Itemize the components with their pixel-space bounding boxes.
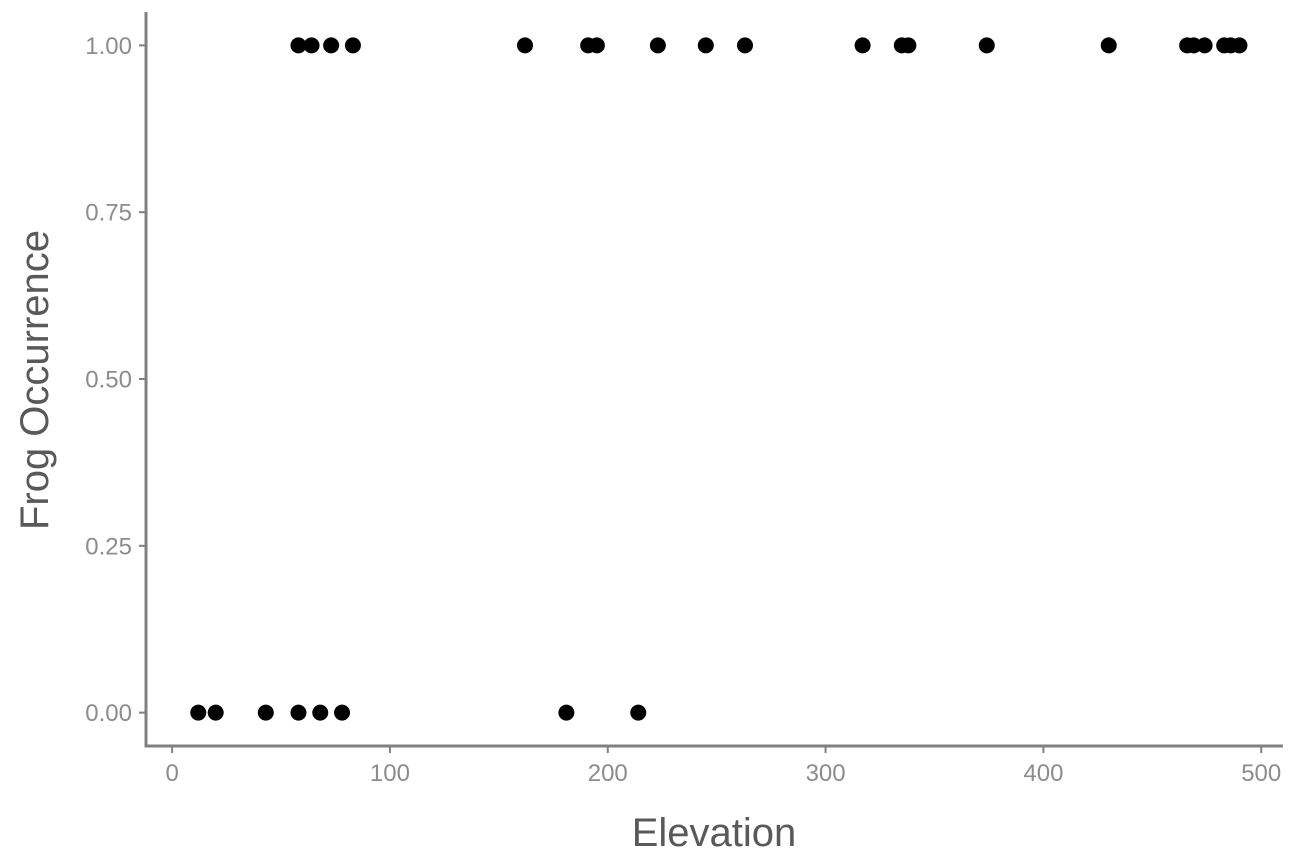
y-tick-label: 0.00 xyxy=(85,700,132,727)
data-point xyxy=(978,37,995,54)
data-point xyxy=(323,37,340,54)
y-tick-label: 1.00 xyxy=(85,33,132,60)
data-point xyxy=(290,704,307,721)
x-tick-label: 100 xyxy=(370,760,410,787)
data-point xyxy=(517,37,533,54)
data-point xyxy=(312,704,329,721)
x-tick-label: 400 xyxy=(1023,760,1063,787)
data-point xyxy=(303,37,320,54)
x-axis-ticks: 0 100 200 300 400 500 xyxy=(165,746,1281,787)
y-axis-title: Frog Occurrence xyxy=(13,230,57,530)
data-point xyxy=(736,37,753,54)
data-point xyxy=(207,704,224,721)
x-tick-label: 500 xyxy=(1241,760,1281,787)
data-point xyxy=(190,704,207,721)
x-axis-title: Elevation xyxy=(632,811,797,855)
data-point xyxy=(1231,37,1248,54)
x-tick-label: 200 xyxy=(588,760,628,787)
data-point xyxy=(649,37,666,54)
data-point xyxy=(1196,37,1213,54)
y-tick-label: 0.50 xyxy=(85,367,132,394)
data-point xyxy=(344,37,361,54)
data-point xyxy=(1100,37,1117,54)
data-point xyxy=(290,37,307,54)
data-point xyxy=(588,37,605,54)
y-tick-label: 0.75 xyxy=(85,200,132,227)
x-tick-label: 0 xyxy=(165,760,178,787)
y-axis-ticks: 0.00 0.25 0.50 0.75 1.00 xyxy=(85,33,146,727)
data-point xyxy=(257,704,274,721)
data-point xyxy=(334,704,351,721)
data-point xyxy=(854,37,871,54)
data-point xyxy=(558,704,575,721)
data-point xyxy=(630,704,647,721)
x-tick-label: 300 xyxy=(806,760,846,787)
data-point xyxy=(900,37,917,54)
data-points xyxy=(190,37,1248,721)
y-tick-label: 0.25 xyxy=(85,533,132,560)
data-point xyxy=(697,37,714,54)
